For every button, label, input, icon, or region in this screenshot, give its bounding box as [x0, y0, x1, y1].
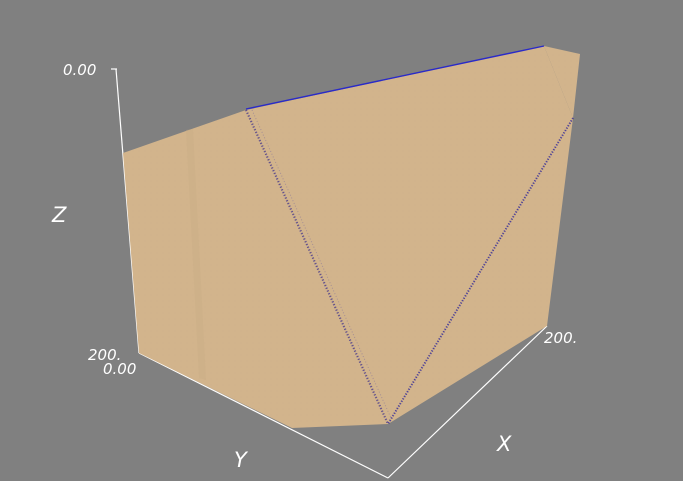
left-crease-shadow	[251, 109, 392, 419]
y-axis-title: Y	[234, 448, 249, 472]
z-axis-title: Z	[51, 203, 67, 227]
z-axis-line	[115, 68, 140, 354]
axis-labels: 0.00 Z 200. 0.00 Y 200. X	[51, 61, 577, 472]
z-tick-top-label: 0.00	[63, 61, 96, 79]
x-axis-line	[387, 325, 548, 479]
surface-texture	[123, 46, 580, 428]
right-crease-line	[387, 117, 574, 425]
y-axis-line	[138, 352, 389, 479]
y-tick-label: 0.00	[103, 360, 136, 378]
surface-shade-strip	[186, 129, 206, 380]
axes-group	[111, 68, 548, 479]
z-tick-bottom-label: 200.	[88, 346, 121, 364]
left-crease-line	[244, 109, 390, 425]
x-tick-label: 200.	[544, 329, 577, 347]
surface-mesh[interactable]	[123, 45, 580, 428]
x-axis-title: X	[496, 432, 512, 456]
top-edge-line	[245, 45, 545, 110]
